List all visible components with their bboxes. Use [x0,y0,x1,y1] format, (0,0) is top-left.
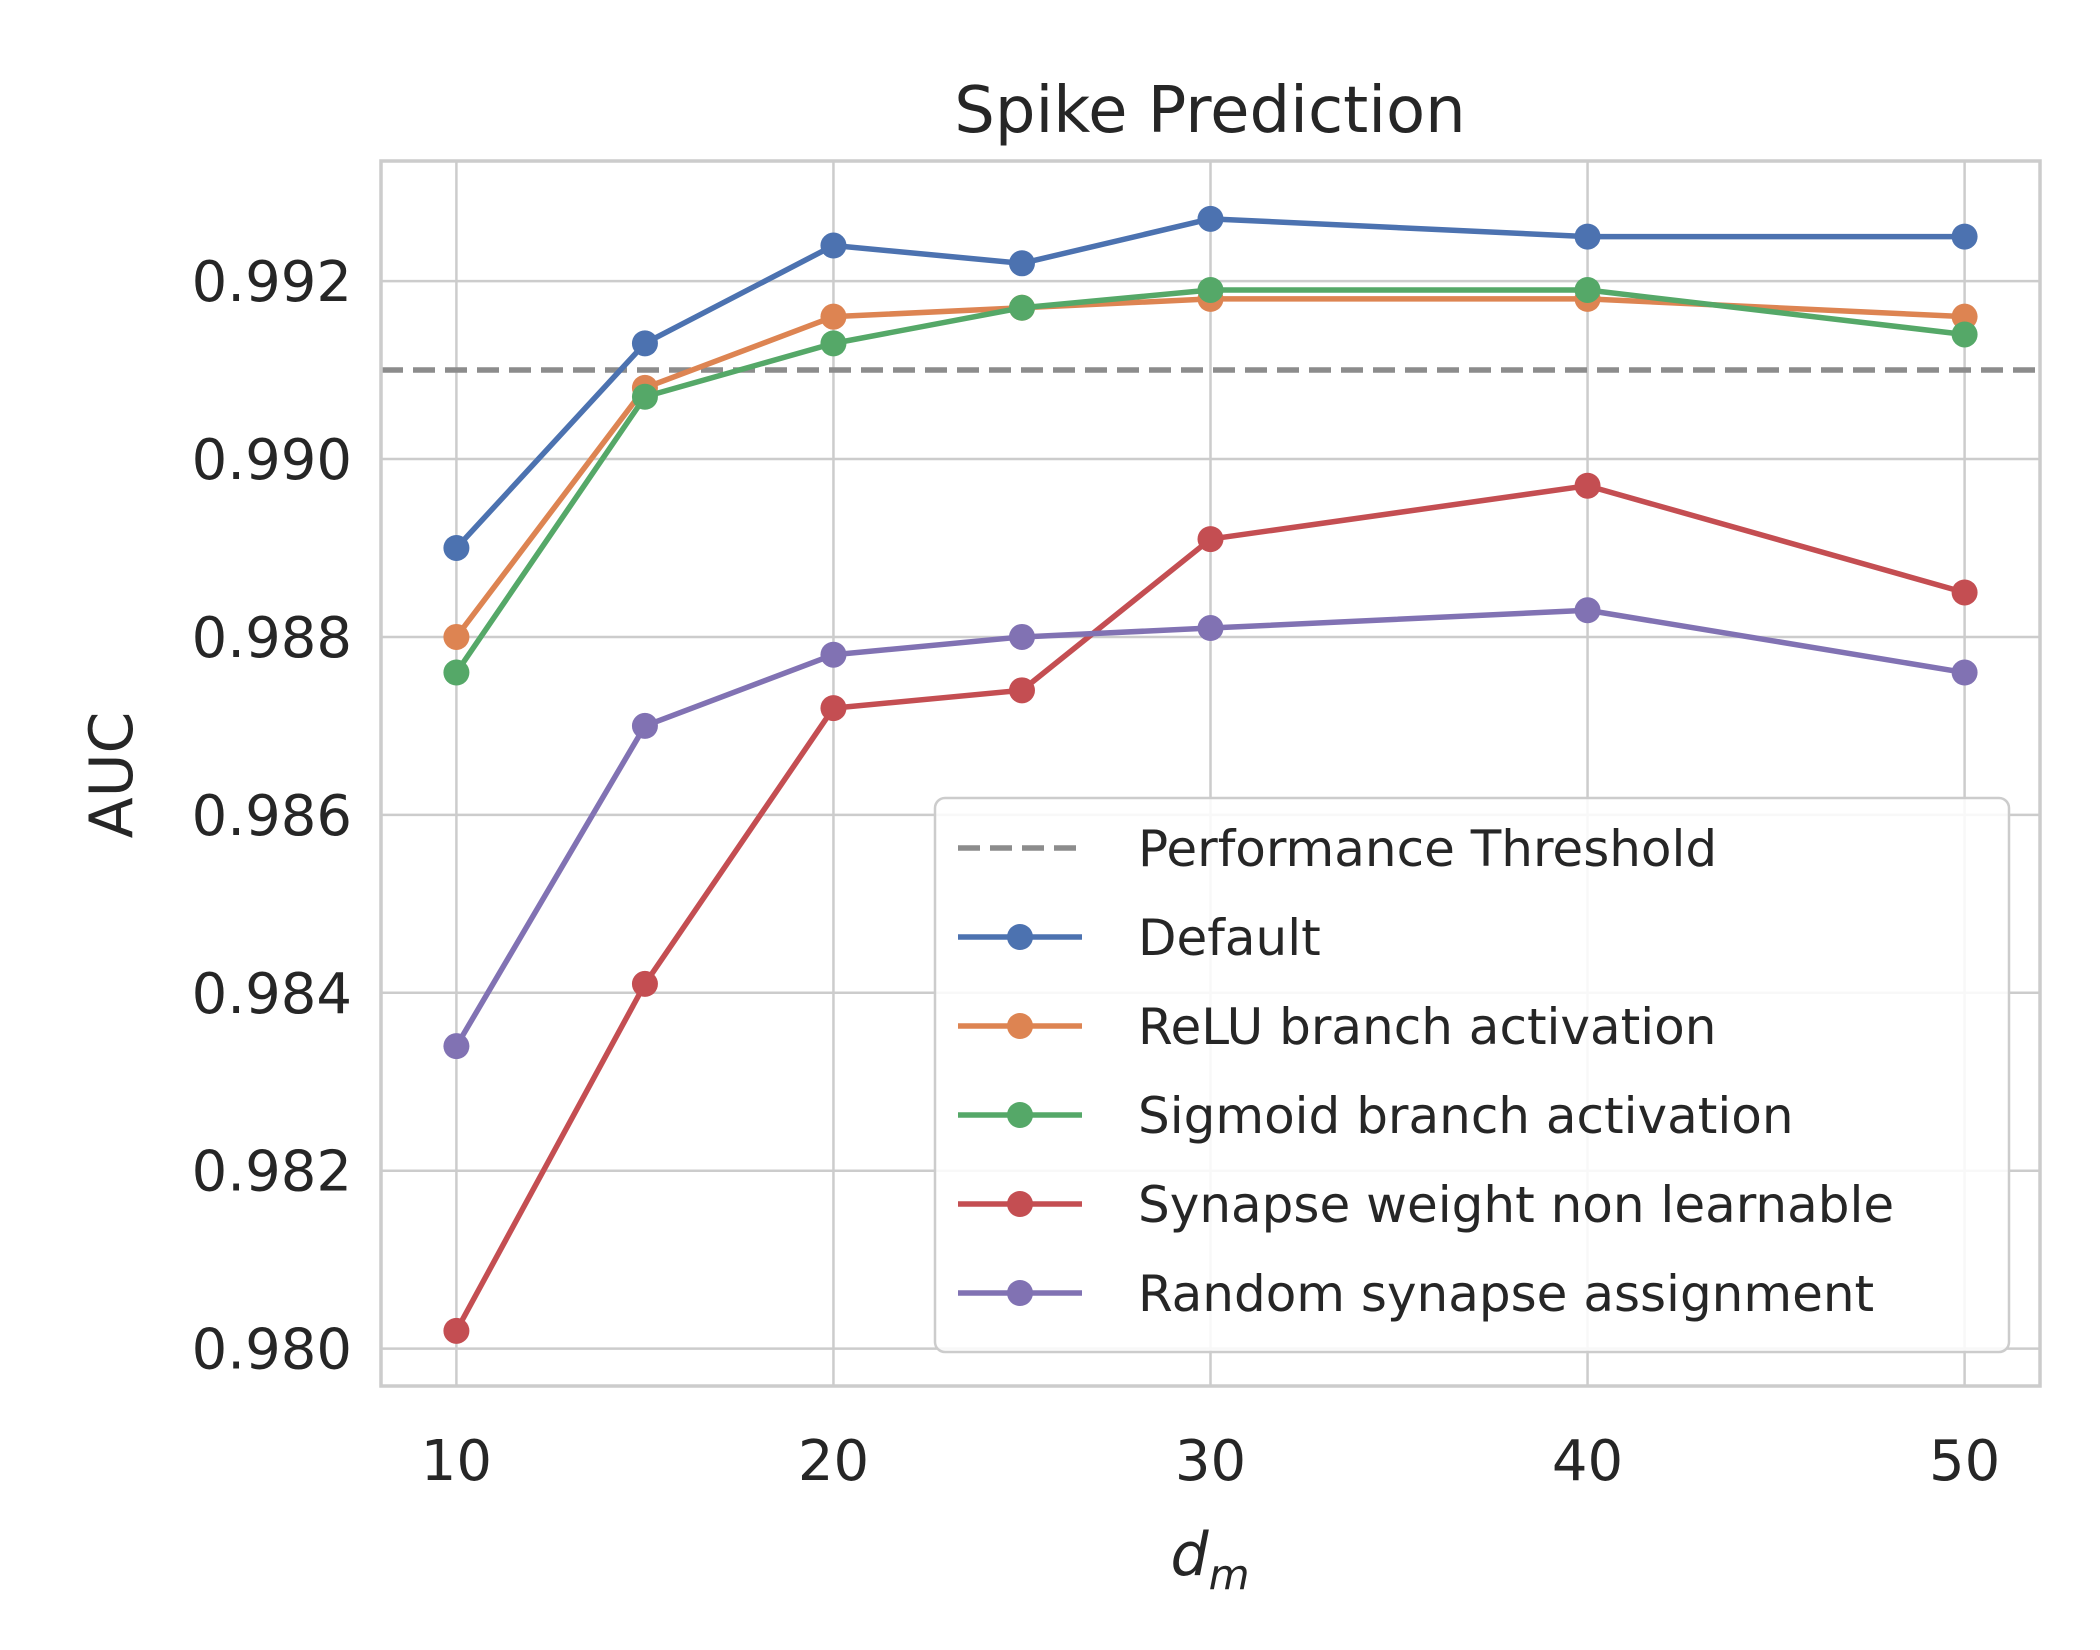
data-point [820,303,847,330]
y-tick-label: 0.984 [192,962,352,1027]
series-3 [443,472,1978,1344]
x-axis-title-main: d [1170,1520,1209,1590]
data-point [1574,597,1601,624]
data-point [1951,579,1978,606]
legend-label: ReLU branch activation [1138,998,1716,1056]
legend-entry-1: ReLU branch activation [958,998,1716,1056]
y-tick-label: 0.990 [192,428,352,493]
data-point [1574,276,1601,303]
data-point [443,659,470,686]
x-axis-title: dm [1170,1520,1249,1599]
legend-entries: Performance Threshold Default ReLU branch … [958,820,1894,1323]
tick-layer: 10 20 30 40 50 0.980 0.982 0.984 0.986 0.988 0.990… [192,250,2001,1494]
data-point [1008,294,1035,321]
data-point [1197,276,1224,303]
data-point [443,1033,470,1060]
data-point [1951,321,1978,348]
data-point [631,970,658,997]
y-tick-label: 0.986 [192,784,352,849]
legend-entry-3: Synapse weight non learnable [958,1176,1894,1234]
data-point [1574,472,1601,499]
data-point [443,1317,470,1344]
legend: Performance Threshold Default ReLU branch … [933,796,2011,1354]
plot-frame [379,159,2042,1388]
x-tick-label: 30 [1175,1429,1246,1494]
data-point [1951,303,1978,330]
data-point [1951,659,1978,686]
legend-marker [1007,1102,1033,1128]
data-point [631,330,658,357]
series-layer [443,205,1978,1344]
x-tick-label: 20 [798,1429,869,1494]
data-point [1197,205,1224,232]
data-point [1197,526,1224,553]
data-point [443,534,470,561]
legend-label: Random synapse assignment [1138,1265,1874,1323]
data-point [1951,223,1978,250]
legend-box [933,796,2011,1354]
x-axis-title-subscript: m [1209,1550,1250,1599]
series-4 [443,597,1978,1060]
data-point [1197,615,1224,642]
legend-marker [1007,1280,1033,1306]
legend-entry-0: Default [958,909,1321,967]
data-point [1574,223,1601,250]
x-tick-label: 50 [1929,1429,2000,1494]
chart-title: Spike Prediction [954,74,1465,148]
data-point [631,383,658,410]
legend-marker [1007,924,1033,950]
data-point [443,623,470,650]
legend-label: Synapse weight non learnable [1138,1176,1894,1234]
x-tick-label: 10 [421,1429,492,1494]
data-point [820,330,847,357]
data-point [820,641,847,668]
data-point [1008,677,1035,704]
series-0 [443,205,1978,561]
data-point [820,695,847,722]
legend-label: Sigmoid branch activation [1138,1087,1794,1145]
legend-marker [1007,1013,1033,1039]
data-point [820,232,847,259]
y-tick-label: 0.980 [192,1318,352,1383]
y-tick-label: 0.982 [192,1140,352,1205]
legend-marker [1007,1191,1033,1217]
x-tick-label: 40 [1552,1429,1623,1494]
data-point [1008,623,1035,650]
y-axis-title: AUC [77,712,147,839]
legend-entry-threshold: Performance Threshold [958,820,1717,878]
series-2 [443,276,1978,686]
legend-entry-2: Sigmoid branch activation [958,1087,1794,1145]
legend-entry-4: Random synapse assignment [958,1265,1874,1323]
data-point [1008,250,1035,277]
legend-label: Default [1138,909,1321,967]
legend-label: Performance Threshold [1138,820,1717,878]
y-tick-label: 0.988 [192,606,352,671]
data-point [631,712,658,739]
y-tick-label: 0.992 [192,250,352,315]
